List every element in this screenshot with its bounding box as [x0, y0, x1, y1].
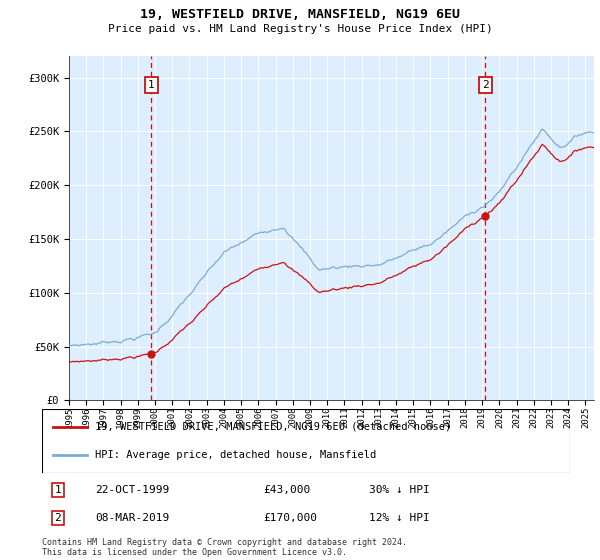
Text: Contains HM Land Registry data © Crown copyright and database right 2024.
This d: Contains HM Land Registry data © Crown c… [42, 538, 407, 557]
Text: 19, WESTFIELD DRIVE, MANSFIELD, NG19 6EU: 19, WESTFIELD DRIVE, MANSFIELD, NG19 6EU [140, 8, 460, 21]
Text: £43,000: £43,000 [264, 485, 311, 495]
Text: HPI: Average price, detached house, Mansfield: HPI: Average price, detached house, Mans… [95, 450, 376, 460]
Text: 22-OCT-1999: 22-OCT-1999 [95, 485, 169, 495]
Text: Price paid vs. HM Land Registry's House Price Index (HPI): Price paid vs. HM Land Registry's House … [107, 24, 493, 34]
Text: 1: 1 [148, 80, 155, 90]
Text: 12% ↓ HPI: 12% ↓ HPI [370, 513, 430, 523]
Text: 08-MAR-2019: 08-MAR-2019 [95, 513, 169, 523]
Text: £170,000: £170,000 [264, 513, 318, 523]
Text: 19, WESTFIELD DRIVE, MANSFIELD, NG19 6EU (detached house): 19, WESTFIELD DRIVE, MANSFIELD, NG19 6EU… [95, 422, 451, 432]
Text: 2: 2 [482, 80, 488, 90]
Text: 2: 2 [55, 513, 61, 523]
Text: 1: 1 [55, 485, 61, 495]
Text: 30% ↓ HPI: 30% ↓ HPI [370, 485, 430, 495]
